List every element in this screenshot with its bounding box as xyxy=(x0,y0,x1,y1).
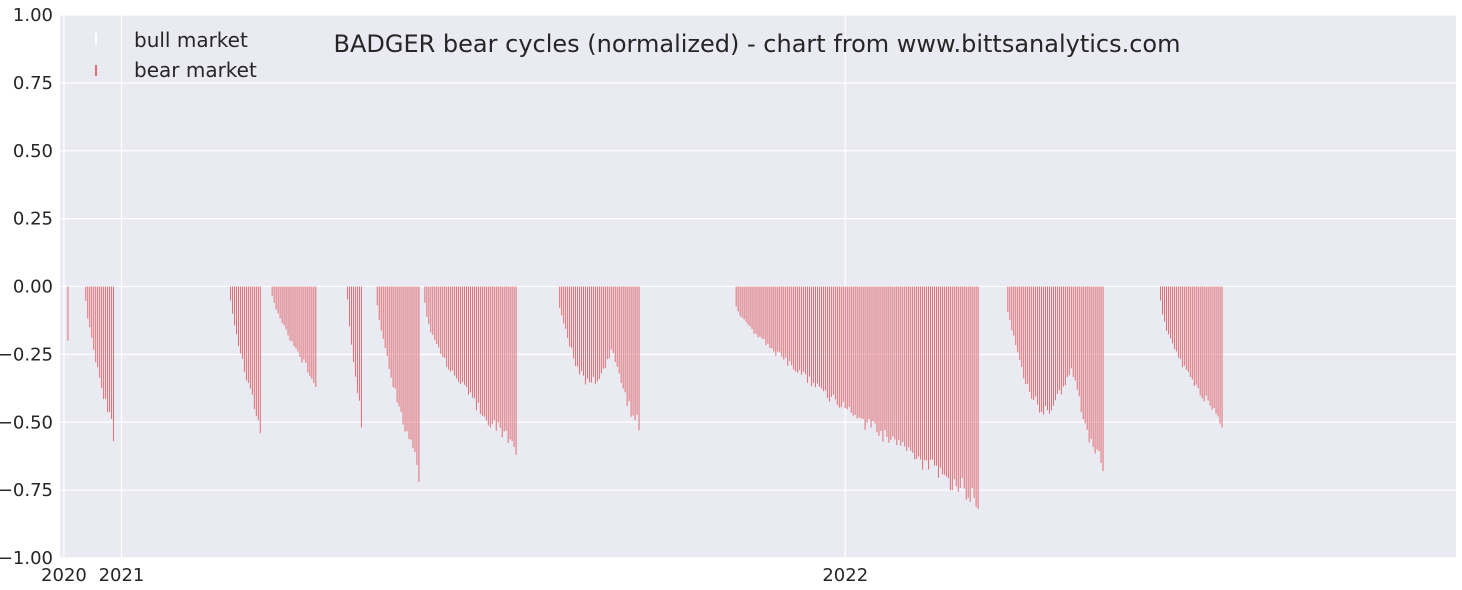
y-tick-label: −0.25 xyxy=(0,344,53,365)
chart-title: BADGER bear cycles (normalized) - chart … xyxy=(334,30,1181,58)
legend-bull-market-swatch xyxy=(95,33,97,44)
legend-bull-market-label: bull market xyxy=(134,28,248,52)
y-tick-label: 0.75 xyxy=(13,73,53,94)
y-tick-label: 1.00 xyxy=(13,5,53,26)
legend-bear-market-swatch xyxy=(95,65,97,76)
grid-lines xyxy=(60,14,1456,559)
y-tick-label: 0.25 xyxy=(13,209,53,230)
y-axis-ticks: 1.00 0.75 0.50 0.25 0.00 −0.25 −0.50 −0.75 −1.00 xyxy=(0,5,53,569)
bear-market-bars xyxy=(67,286,1223,510)
x-tick-label: 2020 xyxy=(41,565,87,586)
legend: bull market bear market xyxy=(95,28,257,82)
y-tick-label: 0.00 xyxy=(13,277,53,298)
y-tick-label: 0.50 xyxy=(13,141,53,162)
y-tick-label: −0.75 xyxy=(0,480,53,501)
y-tick-label: −1.00 xyxy=(0,548,53,569)
x-axis-ticks: 2020 2021 2022 xyxy=(41,565,868,586)
x-tick-label: 2022 xyxy=(822,565,868,586)
x-tick-label: 2021 xyxy=(99,565,145,586)
legend-bear-market-label: bear market xyxy=(134,58,257,82)
y-tick-label: −0.50 xyxy=(0,412,53,433)
